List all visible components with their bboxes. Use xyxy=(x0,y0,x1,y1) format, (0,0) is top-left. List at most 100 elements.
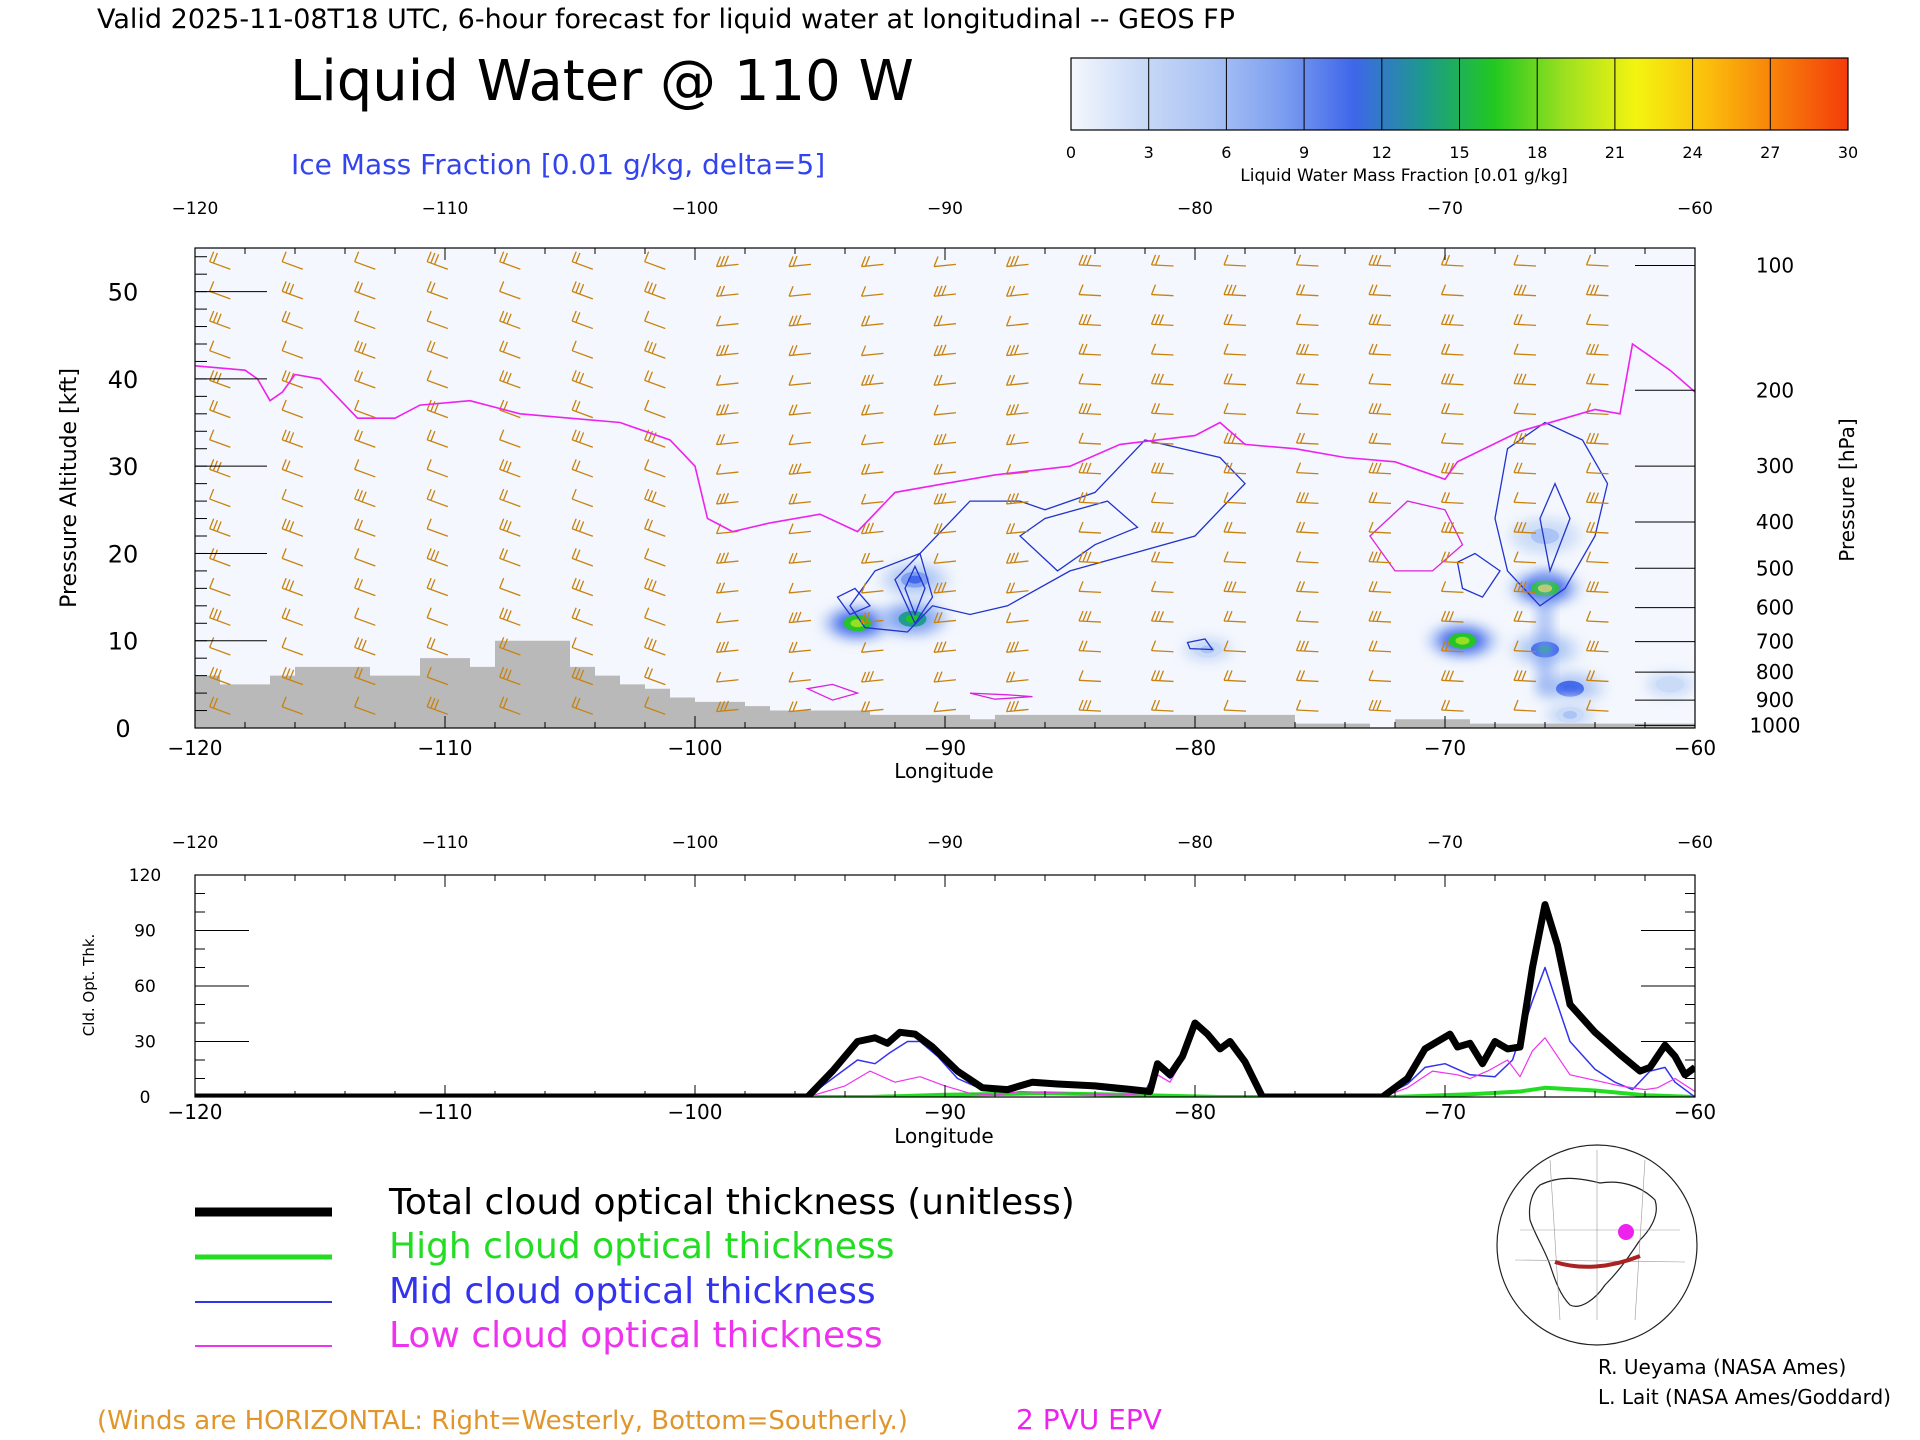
pv-contour xyxy=(969,692,1033,700)
x-tick-label: −110 xyxy=(418,736,473,760)
wind-barb xyxy=(788,314,812,327)
liquid-water-cell xyxy=(908,575,922,584)
top-right-axis-label: Pressure [hPa] xyxy=(1835,418,1859,561)
wind-barb xyxy=(354,666,376,686)
ice-mass-label: Ice Mass Fraction [0.01 g/kg, delta=5] xyxy=(291,148,825,181)
wind-barb xyxy=(1295,432,1319,445)
wind-barb xyxy=(209,607,231,626)
location-marker xyxy=(1618,1224,1634,1240)
bottom-x-tick-label-top: −120 xyxy=(172,833,219,853)
wind-barb xyxy=(788,285,812,297)
legend-label-low: Low cloud optical thickness xyxy=(389,1315,883,1356)
colorbar-tick-label: 24 xyxy=(1682,143,1702,162)
wind-barb xyxy=(1513,699,1537,712)
wind-barb xyxy=(933,256,957,268)
wind-barb xyxy=(1585,640,1609,653)
ice-contour xyxy=(1494,421,1609,607)
wind-barb xyxy=(571,399,594,419)
wind-barb xyxy=(1005,612,1029,624)
legend-label-high: High cloud optical thickness xyxy=(389,1226,894,1267)
wind-barb xyxy=(933,433,957,446)
wind-barb xyxy=(1150,640,1174,653)
wind-barb xyxy=(933,581,957,594)
y-tick-label: 0 xyxy=(115,715,130,743)
wind-barb xyxy=(860,345,884,357)
wind-barb xyxy=(933,611,957,624)
epv-2pvu-line xyxy=(195,342,1695,533)
bottom-y-tick-label: 120 xyxy=(129,866,161,886)
plot-frame xyxy=(194,247,1696,729)
wind-barb xyxy=(1440,551,1464,564)
wind-barb xyxy=(354,281,376,300)
wind-barb xyxy=(1005,700,1029,713)
pressure-tick-label: 100 xyxy=(1756,253,1794,277)
legend-label-total: Total cloud optical thickness (unitless) xyxy=(388,1182,1075,1223)
wind-barb xyxy=(1513,432,1537,445)
wind-barb xyxy=(571,310,594,330)
wind-barb xyxy=(933,553,957,564)
bottom-x-tick-label: −100 xyxy=(668,1100,723,1124)
wind-barb xyxy=(1295,699,1319,712)
wind-barb xyxy=(1005,374,1029,386)
legend-label-mid: Mid cloud optical thickness xyxy=(389,1271,876,1312)
pvu-label: 2 PVU EPV xyxy=(1016,1403,1162,1436)
wind-barb xyxy=(1440,670,1464,683)
liquid-water-field xyxy=(821,518,1695,728)
wind-barb xyxy=(209,518,231,537)
colorbar-tick-label: 0 xyxy=(1066,143,1076,162)
wind-barb xyxy=(354,251,376,270)
wind-barb xyxy=(1368,462,1392,475)
wind-barb xyxy=(1295,462,1319,475)
wind-barb xyxy=(1585,254,1609,267)
wind-barb xyxy=(644,251,666,270)
wind-barb xyxy=(1150,699,1174,712)
wind-barb xyxy=(860,315,884,327)
wind-barb xyxy=(499,666,521,686)
liquid-water-streak xyxy=(1537,570,1553,694)
terrain-profile xyxy=(195,640,1695,728)
wind-barb xyxy=(281,607,304,626)
wind-barb xyxy=(1295,610,1319,623)
wind-barb xyxy=(1585,284,1609,297)
wind-barb xyxy=(499,607,521,626)
wind-barb xyxy=(1440,343,1464,356)
wind-barb xyxy=(499,577,521,597)
wind-barb xyxy=(209,666,231,686)
wind-barb xyxy=(209,488,231,508)
bottom-x-tick-label-top: −100 xyxy=(672,833,719,853)
liquid-water-cell xyxy=(1663,680,1677,689)
wind-barb xyxy=(1223,610,1247,623)
wind-barb xyxy=(354,548,376,567)
wind-barb xyxy=(426,281,449,300)
wind-barb xyxy=(1223,640,1247,653)
wind-barb xyxy=(571,340,594,359)
liquid-water-cell xyxy=(1563,684,1577,693)
wind-barb xyxy=(860,522,884,535)
wind-barb xyxy=(209,251,231,270)
wind-barb xyxy=(715,464,739,475)
wind-barb xyxy=(1078,254,1102,267)
wind-barb xyxy=(1223,551,1247,564)
credit-1: R. Ueyama (NASA Ames) xyxy=(1598,1355,1846,1379)
wind-barb xyxy=(1368,254,1392,267)
wind-barb xyxy=(1223,581,1247,594)
wind-barb xyxy=(1005,641,1029,653)
wind-barb xyxy=(788,552,812,564)
valid-line: Valid 2025-11-08T18 UTC, 6-hour forecast… xyxy=(97,4,1235,35)
x-tick-label: −80 xyxy=(1174,736,1216,760)
wind-barb xyxy=(499,518,521,537)
wind-barb xyxy=(1078,343,1102,356)
wind-barb xyxy=(1513,373,1537,386)
wind-barb xyxy=(860,285,884,297)
wind-barb xyxy=(499,459,521,478)
wind-barb xyxy=(1440,492,1464,505)
wind-barb xyxy=(644,637,666,656)
wind-barb xyxy=(1295,343,1319,356)
wind-barb xyxy=(1585,432,1609,445)
bottom-x-tick-label: −110 xyxy=(418,1100,473,1124)
wind-barb xyxy=(281,666,304,686)
wind-barb xyxy=(644,607,666,626)
wind-barb xyxy=(1585,581,1609,594)
x-tick-label-top: −110 xyxy=(422,199,469,219)
wind-barb xyxy=(933,344,957,357)
